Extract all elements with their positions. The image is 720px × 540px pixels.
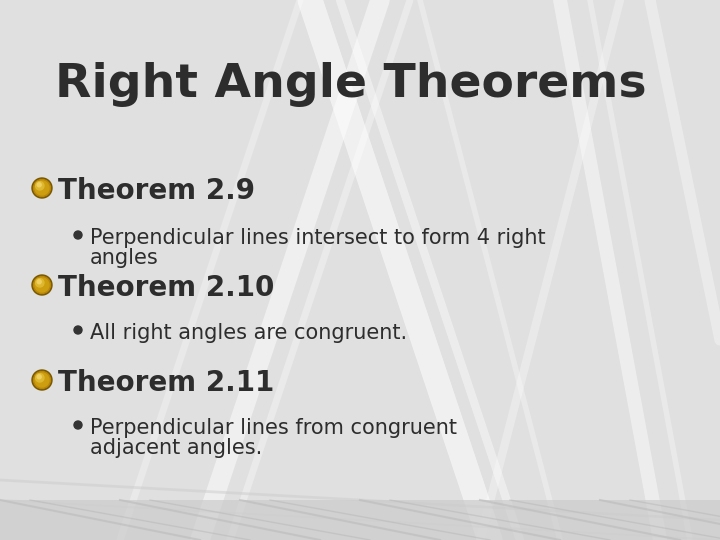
Text: All right angles are congruent.: All right angles are congruent. [90,323,407,343]
Circle shape [32,178,52,198]
Circle shape [74,231,82,239]
Text: Theorem 2.10: Theorem 2.10 [58,274,274,302]
Circle shape [35,373,49,387]
Text: angles: angles [90,248,158,268]
Circle shape [74,326,82,334]
Circle shape [74,421,82,429]
FancyBboxPatch shape [0,500,720,540]
Circle shape [35,278,49,292]
Circle shape [34,276,50,294]
Circle shape [37,375,41,379]
Circle shape [37,280,41,284]
Circle shape [32,370,52,390]
Circle shape [32,275,52,295]
Text: Theorem 2.11: Theorem 2.11 [58,369,274,397]
Circle shape [35,181,44,190]
Circle shape [35,374,44,382]
Circle shape [35,181,49,195]
Circle shape [35,279,44,287]
Circle shape [34,179,50,197]
Circle shape [37,183,41,187]
Text: Perpendicular lines from congruent: Perpendicular lines from congruent [90,418,457,438]
Circle shape [34,372,50,388]
Text: Right Angle Theorems: Right Angle Theorems [55,62,647,107]
Text: Theorem 2.9: Theorem 2.9 [58,177,255,205]
Text: Perpendicular lines intersect to form 4 right: Perpendicular lines intersect to form 4 … [90,228,546,248]
Text: adjacent angles.: adjacent angles. [90,438,262,458]
